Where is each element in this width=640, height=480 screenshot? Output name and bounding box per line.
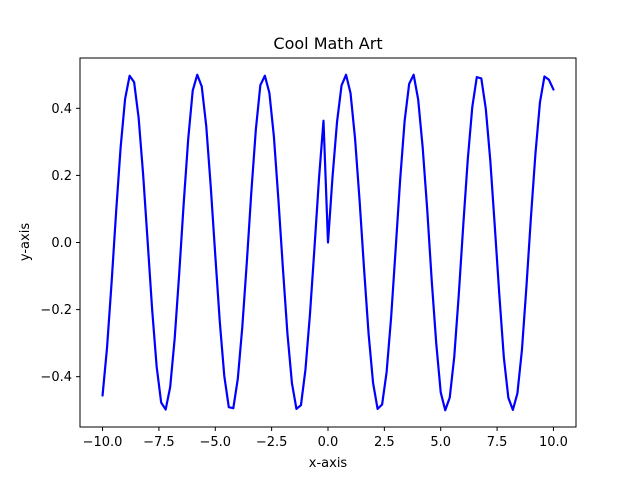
- x-tick-label: −10.0: [83, 435, 123, 450]
- x-tick-label: 2.5: [374, 435, 395, 450]
- x-tick-label: 5.0: [430, 435, 451, 450]
- y-tick-label: −0.2: [40, 303, 72, 318]
- y-tick-label: 0.4: [51, 102, 72, 117]
- y-axis-ticks: −0.4 −0.2 0.0 0.2 0.4: [40, 102, 80, 385]
- y-tick-label: 0.0: [51, 236, 72, 251]
- x-tick-label: −7.5: [143, 435, 175, 450]
- x-tick-label: 10.0: [539, 435, 568, 450]
- y-tick-label: 0.2: [51, 169, 72, 184]
- series-line-0: [101, 73, 555, 412]
- y-tick-label: −0.4: [40, 370, 72, 385]
- x-axis-label: x-axis: [309, 456, 348, 471]
- x-tick-label: −5.0: [199, 435, 231, 450]
- x-tick-label: 7.5: [487, 435, 508, 450]
- chart-title: Cool Math Art: [273, 34, 382, 53]
- y-axis-label: y-axis: [18, 223, 33, 261]
- x-tick-label: −2.5: [256, 435, 288, 450]
- x-tick-label: 0.0: [318, 435, 339, 450]
- x-axis-ticks: −10.0 −7.5 −5.0 −2.5 0.0 2.5 5.0 7.5 10.0: [83, 427, 568, 450]
